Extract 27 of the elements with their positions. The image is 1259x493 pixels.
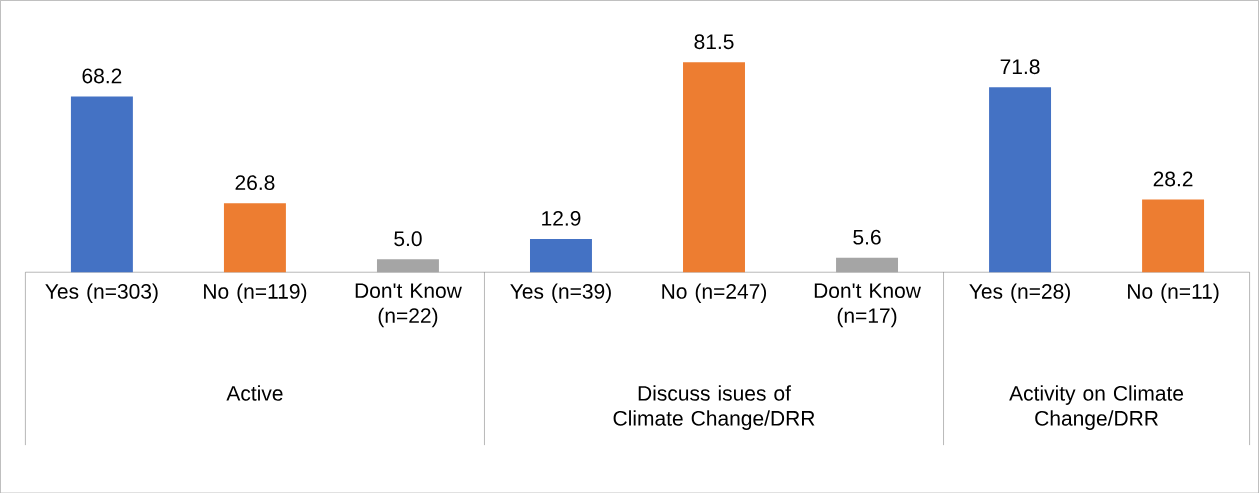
- data-label: 81.5: [694, 34, 734, 49]
- bar: [989, 87, 1052, 272]
- bar: [530, 238, 592, 272]
- x-tick-label: No (n=119): [204, 283, 307, 303]
- text: Active: [226, 385, 283, 401]
- data-label: 68.2: [82, 68, 122, 84]
- x-tick-label: Yes (n=303): [45, 283, 158, 303]
- data-label: 71.8: [1000, 59, 1040, 74]
- bar: [1142, 199, 1205, 272]
- x-tick-label: No (n=247): [662, 283, 767, 303]
- x-tick-label: Yes (n=28): [969, 283, 1070, 303]
- bar: [376, 259, 439, 272]
- bar: [683, 62, 745, 272]
- data-label: 26.8: [235, 174, 275, 190]
- bar: [70, 96, 133, 272]
- bar: [223, 202, 286, 272]
- data-label: 12.9: [542, 210, 581, 226]
- x-tick-label: No (n=11): [1128, 283, 1219, 303]
- data-label: 5.6: [853, 229, 881, 245]
- text: Activity on Climate Change/DRR: [1009, 385, 1184, 430]
- x-tick-label: Don't Know (n=22): [355, 283, 462, 327]
- x-tick-label: Don't Know (n=17): [814, 283, 921, 327]
- data-label: 5.0: [394, 231, 422, 246]
- data-label: 28.2: [1153, 171, 1193, 187]
- bar: [836, 257, 899, 272]
- x-tick-label: Yes (n=39): [510, 283, 611, 303]
- text: Discuss isues of Climate Change/DRR: [613, 385, 815, 430]
